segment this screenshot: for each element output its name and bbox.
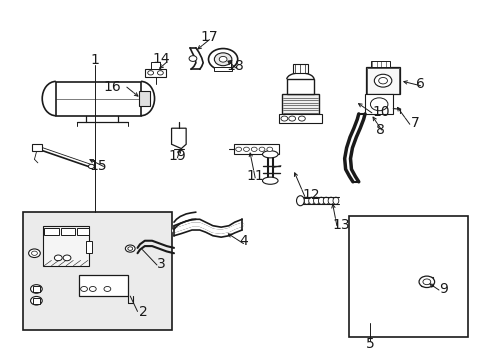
Ellipse shape bbox=[147, 71, 153, 75]
Ellipse shape bbox=[288, 116, 295, 121]
Text: 1: 1 bbox=[90, 53, 99, 67]
Ellipse shape bbox=[378, 77, 386, 84]
Ellipse shape bbox=[81, 287, 87, 292]
Bar bbox=[233, 144, 278, 154]
Polygon shape bbox=[171, 128, 186, 149]
Ellipse shape bbox=[266, 147, 272, 152]
Ellipse shape bbox=[235, 147, 241, 152]
Text: 7: 7 bbox=[410, 116, 419, 130]
Bar bbox=[366, 68, 398, 94]
Bar bbox=[365, 94, 392, 114]
Ellipse shape bbox=[189, 56, 197, 62]
Ellipse shape bbox=[308, 197, 314, 204]
Ellipse shape bbox=[296, 196, 304, 206]
Text: 5: 5 bbox=[365, 337, 373, 351]
Ellipse shape bbox=[104, 287, 111, 292]
Ellipse shape bbox=[313, 197, 319, 204]
Bar bbox=[145, 68, 165, 77]
Text: 12: 12 bbox=[302, 188, 320, 202]
Ellipse shape bbox=[373, 74, 391, 87]
Text: 3: 3 bbox=[156, 257, 165, 271]
Ellipse shape bbox=[214, 53, 231, 66]
Bar bbox=[370, 61, 389, 67]
Bar bbox=[77, 228, 89, 235]
Bar bbox=[348, 216, 467, 337]
Text: 19: 19 bbox=[168, 149, 186, 163]
Ellipse shape bbox=[327, 197, 333, 204]
Bar bbox=[366, 67, 399, 94]
Text: 10: 10 bbox=[372, 105, 389, 119]
Ellipse shape bbox=[219, 57, 226, 62]
Bar bbox=[287, 79, 313, 94]
Ellipse shape bbox=[418, 276, 434, 288]
Ellipse shape bbox=[157, 71, 163, 75]
Bar bbox=[32, 286, 40, 292]
Bar bbox=[214, 67, 231, 71]
Bar bbox=[31, 144, 42, 152]
Ellipse shape bbox=[88, 164, 94, 168]
Ellipse shape bbox=[125, 245, 135, 252]
Text: 6: 6 bbox=[415, 77, 424, 91]
Bar bbox=[420, 277, 432, 287]
Text: 17: 17 bbox=[200, 30, 218, 44]
Bar bbox=[278, 114, 322, 123]
Bar bbox=[139, 91, 150, 106]
Ellipse shape bbox=[29, 249, 40, 257]
Text: 15: 15 bbox=[90, 159, 107, 173]
Text: 18: 18 bbox=[226, 59, 244, 73]
Ellipse shape bbox=[323, 197, 328, 204]
Bar bbox=[32, 298, 40, 303]
Ellipse shape bbox=[89, 287, 96, 292]
Bar bbox=[56, 82, 141, 116]
Ellipse shape bbox=[262, 151, 278, 158]
Bar bbox=[150, 62, 160, 68]
Text: 4: 4 bbox=[239, 234, 247, 248]
Text: 2: 2 bbox=[139, 305, 148, 319]
Ellipse shape bbox=[259, 147, 264, 152]
Bar bbox=[23, 212, 171, 330]
Ellipse shape bbox=[243, 147, 249, 152]
Ellipse shape bbox=[298, 116, 305, 121]
Ellipse shape bbox=[54, 255, 62, 261]
Bar bbox=[42, 226, 89, 266]
Ellipse shape bbox=[127, 247, 132, 250]
Ellipse shape bbox=[303, 197, 309, 204]
Bar bbox=[79, 275, 127, 296]
Ellipse shape bbox=[332, 197, 338, 204]
Ellipse shape bbox=[422, 279, 430, 285]
Ellipse shape bbox=[281, 116, 287, 121]
Ellipse shape bbox=[63, 255, 71, 261]
Ellipse shape bbox=[262, 177, 278, 184]
Bar bbox=[86, 241, 92, 253]
Ellipse shape bbox=[370, 98, 387, 111]
Bar bbox=[282, 94, 318, 114]
Ellipse shape bbox=[208, 49, 237, 70]
Bar bbox=[61, 228, 75, 235]
Text: 9: 9 bbox=[439, 282, 447, 296]
Text: 11: 11 bbox=[246, 169, 264, 183]
Ellipse shape bbox=[251, 147, 257, 152]
Ellipse shape bbox=[31, 251, 37, 255]
Text: 14: 14 bbox=[152, 51, 169, 66]
Text: 8: 8 bbox=[375, 123, 384, 137]
Ellipse shape bbox=[298, 197, 304, 204]
Bar bbox=[44, 228, 59, 235]
Text: 16: 16 bbox=[103, 80, 121, 94]
Ellipse shape bbox=[30, 285, 42, 293]
Bar bbox=[292, 64, 307, 73]
Ellipse shape bbox=[318, 197, 324, 204]
Text: 13: 13 bbox=[331, 218, 349, 231]
Ellipse shape bbox=[30, 296, 42, 305]
